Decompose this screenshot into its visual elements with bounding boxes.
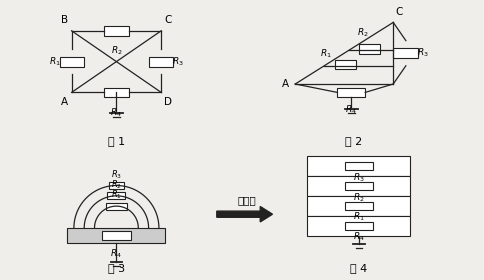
Bar — [336, 88, 364, 97]
Text: $R_1$: $R_1$ — [49, 55, 60, 68]
Text: $R_3$: $R_3$ — [352, 171, 364, 183]
Text: $R_4$: $R_4$ — [345, 104, 356, 116]
Bar — [307, 156, 409, 176]
Bar — [307, 196, 409, 216]
Bar — [334, 60, 355, 69]
Text: $R_2$: $R_2$ — [356, 27, 368, 39]
Text: $R_2$: $R_2$ — [110, 45, 122, 57]
Bar — [104, 26, 129, 36]
Text: $R_4$: $R_4$ — [352, 231, 364, 243]
Bar — [104, 87, 129, 97]
Text: $R_2$: $R_2$ — [352, 191, 364, 204]
Bar — [344, 162, 372, 170]
Bar — [307, 216, 409, 236]
FancyArrow shape — [216, 207, 272, 222]
Bar — [307, 176, 409, 196]
Bar — [344, 182, 372, 190]
Text: 图 4: 图 4 — [349, 263, 367, 273]
Bar — [108, 182, 124, 189]
Text: B: B — [61, 15, 68, 25]
Text: $R_3$: $R_3$ — [172, 55, 183, 68]
Bar — [67, 228, 165, 244]
Text: $R_2$: $R_2$ — [111, 179, 121, 191]
Text: C: C — [164, 15, 171, 25]
Text: A: A — [61, 97, 68, 107]
Bar — [344, 221, 372, 230]
Text: $R_1$: $R_1$ — [352, 211, 364, 223]
Text: 处理后: 处理后 — [238, 195, 256, 205]
Bar — [106, 203, 126, 210]
Text: 图 2: 图 2 — [345, 136, 362, 146]
Text: D: D — [164, 97, 172, 107]
Text: 图 1: 图 1 — [107, 136, 125, 146]
Bar — [393, 48, 418, 58]
Text: 图 3: 图 3 — [107, 263, 125, 273]
Bar — [344, 202, 372, 210]
Text: $R_4$: $R_4$ — [110, 247, 122, 260]
Bar — [359, 45, 379, 53]
Text: $R_1$: $R_1$ — [319, 48, 331, 60]
Bar — [102, 231, 130, 240]
Text: $R_1$: $R_1$ — [111, 189, 121, 201]
Text: C: C — [394, 7, 402, 17]
Text: $R_3$: $R_3$ — [111, 168, 121, 181]
Bar — [60, 57, 83, 67]
Bar — [107, 192, 125, 199]
Text: $R_3$: $R_3$ — [416, 47, 428, 59]
Text: $R_4$: $R_4$ — [110, 106, 122, 119]
Bar — [149, 57, 173, 67]
Text: A: A — [281, 79, 288, 89]
